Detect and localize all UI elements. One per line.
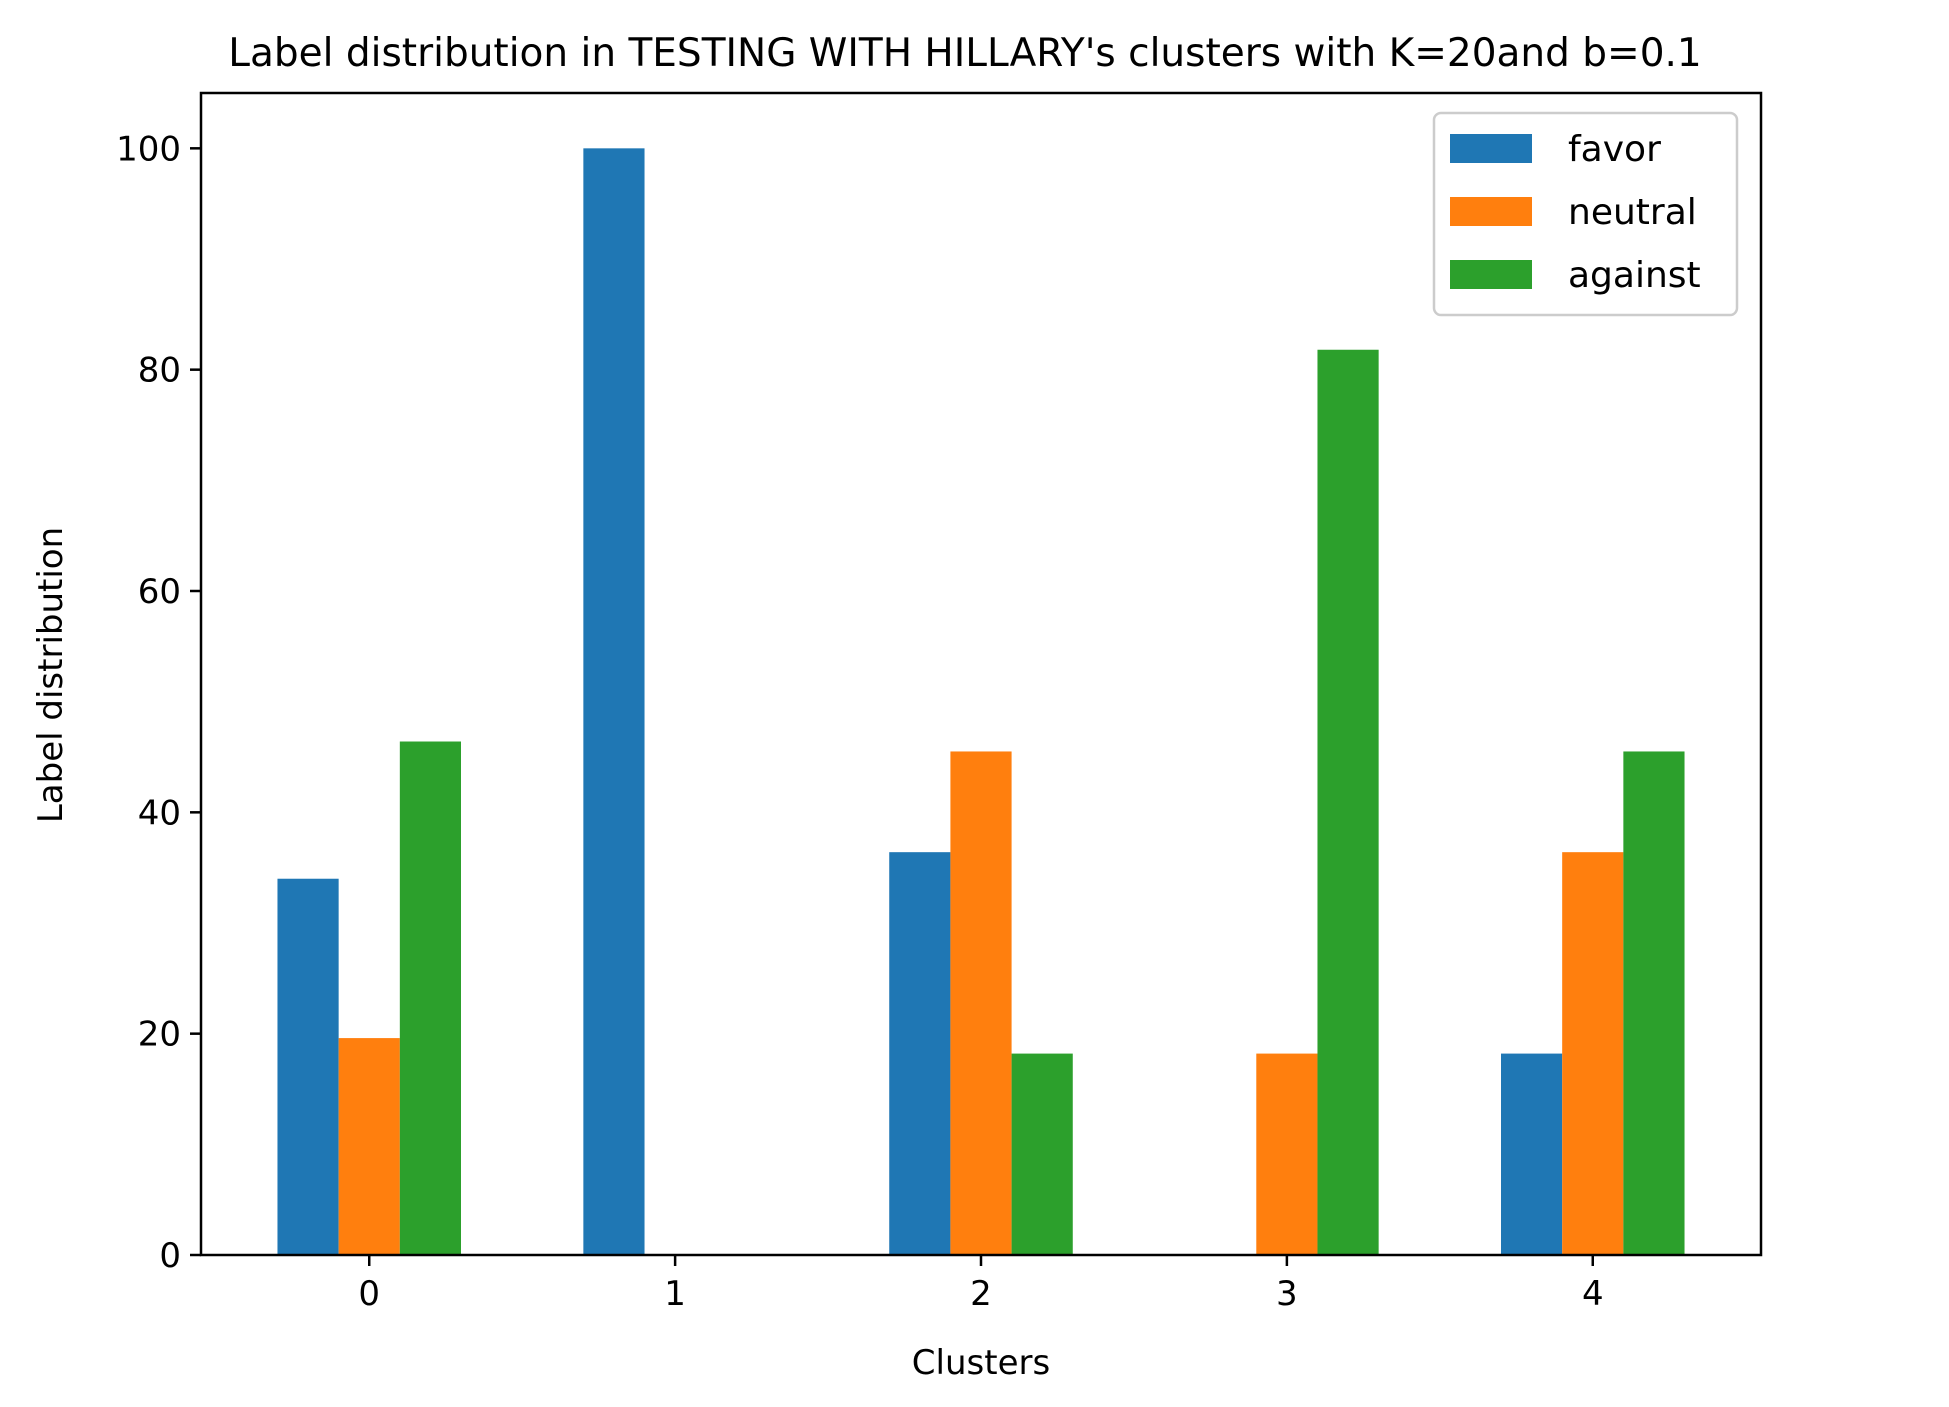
bar-neutral-cluster-0	[338, 1038, 400, 1255]
legend-swatch-neutral	[1450, 197, 1532, 226]
y-tick-label: 60	[138, 572, 181, 612]
legend-swatch-favor	[1450, 134, 1532, 163]
bar-against-cluster-3	[1317, 349, 1379, 1255]
x-tick-label: 3	[1276, 1274, 1298, 1314]
bar-favor-cluster-2	[889, 852, 951, 1255]
y-tick-label: 100	[116, 129, 181, 169]
bar-favor-cluster-4	[1501, 1053, 1563, 1255]
legend: favor neutral against	[1432, 111, 1739, 317]
x-tick-label: 0	[358, 1274, 380, 1314]
bar-neutral-cluster-3	[1256, 1053, 1318, 1255]
x-tick-label: 1	[664, 1274, 686, 1314]
bar-against-cluster-4	[1623, 751, 1685, 1255]
x-tick-label: 4	[1582, 1274, 1604, 1314]
bars-layer	[277, 148, 1685, 1255]
y-axis: 0 20 40 60 80 100	[116, 129, 201, 1276]
x-axis: 0 1 2 3 4	[358, 1255, 1604, 1314]
legend-label-favor: favor	[1568, 129, 1661, 170]
bar-neutral-cluster-4	[1562, 852, 1624, 1255]
y-tick-label: 0	[159, 1236, 181, 1276]
chart-title: Label distribution in TESTING WITH HILLA…	[228, 31, 1701, 76]
bar-favor-cluster-0	[277, 878, 339, 1255]
bar-against-cluster-0	[399, 741, 461, 1255]
y-axis-label: Label distribution	[31, 527, 71, 823]
x-tick-label: 2	[970, 1274, 992, 1314]
bar-against-cluster-2	[1011, 1053, 1073, 1255]
y-tick-label: 80	[138, 351, 181, 391]
x-axis-label: Clusters	[912, 1343, 1050, 1383]
legend-label-against: against	[1568, 255, 1701, 296]
y-tick-label: 20	[138, 1015, 181, 1055]
bar-favor-cluster-1	[583, 148, 645, 1255]
bar-neutral-cluster-2	[950, 751, 1012, 1255]
y-tick-label: 40	[138, 793, 181, 833]
legend-label-neutral: neutral	[1568, 192, 1697, 233]
legend-swatch-against	[1450, 260, 1532, 289]
